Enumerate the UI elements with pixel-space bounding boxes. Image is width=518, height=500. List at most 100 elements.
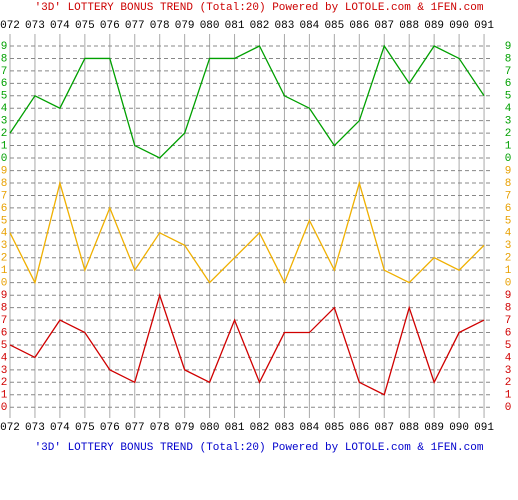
y-tick-label: 4 bbox=[1, 228, 8, 240]
y-tick-label: 0 bbox=[505, 402, 512, 414]
y-tick-label: 6 bbox=[505, 327, 512, 339]
x-tick-label: 072 bbox=[0, 20, 20, 32]
x-tick-label: 082 bbox=[250, 20, 270, 32]
y-tick-label: 6 bbox=[505, 203, 512, 215]
y-tick-label: 0 bbox=[1, 402, 8, 414]
x-tick-label: 091 bbox=[474, 422, 494, 434]
x-tick-label: 085 bbox=[324, 422, 344, 434]
y-tick-label: 8 bbox=[1, 178, 8, 190]
x-tick-label: 073 bbox=[25, 422, 45, 434]
y-tick-label: 5 bbox=[505, 215, 512, 227]
x-tick-label: 078 bbox=[150, 20, 170, 32]
x-tick-label: 076 bbox=[100, 422, 120, 434]
y-tick-label: 5 bbox=[505, 340, 512, 352]
y-tick-label: 1 bbox=[505, 265, 512, 277]
y-tick-label: 4 bbox=[505, 228, 512, 240]
y-tick-label: 2 bbox=[505, 128, 512, 140]
x-tick-label: 090 bbox=[449, 422, 469, 434]
y-tick-label: 2 bbox=[1, 253, 8, 265]
y-tick-label: 5 bbox=[1, 340, 8, 352]
y-tick-label: 5 bbox=[505, 91, 512, 103]
y-tick-label: 3 bbox=[505, 240, 512, 252]
y-tick-label: 7 bbox=[1, 66, 8, 78]
y-tick-label: 2 bbox=[1, 128, 8, 140]
x-tick-label: 082 bbox=[250, 422, 270, 434]
y-tick-label: 9 bbox=[505, 166, 512, 178]
x-tick-label: 077 bbox=[125, 20, 145, 32]
y-tick-label: 1 bbox=[505, 140, 512, 152]
y-tick-label: 1 bbox=[505, 390, 512, 402]
trend-line bbox=[9, 180, 485, 285]
trend-line bbox=[9, 44, 485, 159]
x-tick-label: 072 bbox=[0, 422, 20, 434]
chart-footer: '3D' LOTTERY BONUS TREND (Total:20) Powe… bbox=[35, 442, 484, 454]
x-tick-label: 075 bbox=[75, 422, 95, 434]
x-tick-label: 089 bbox=[424, 20, 444, 32]
x-tick-label: 090 bbox=[449, 20, 469, 32]
x-tick-label: 086 bbox=[349, 20, 369, 32]
y-tick-label: 6 bbox=[505, 78, 512, 90]
x-tick-label: 088 bbox=[399, 422, 419, 434]
y-tick-label: 9 bbox=[505, 41, 512, 53]
y-tick-label: 7 bbox=[1, 190, 8, 202]
y-tick-label: 8 bbox=[1, 303, 8, 315]
x-tick-label: 074 bbox=[50, 422, 70, 434]
x-tick-label: 073 bbox=[25, 20, 45, 32]
y-tick-label: 3 bbox=[505, 116, 512, 128]
y-tick-label: 9 bbox=[1, 41, 8, 53]
x-tick-label: 075 bbox=[75, 20, 95, 32]
y-tick-label: 0 bbox=[1, 278, 8, 290]
x-tick-label: 083 bbox=[275, 422, 295, 434]
x-tick-label: 083 bbox=[275, 20, 295, 32]
x-tick-label: 079 bbox=[175, 422, 195, 434]
y-tick-label: 5 bbox=[1, 215, 8, 227]
y-tick-label: 4 bbox=[1, 352, 8, 364]
y-tick-label: 1 bbox=[1, 140, 8, 152]
y-tick-label: 5 bbox=[1, 91, 8, 103]
x-tick-label: 084 bbox=[299, 20, 319, 32]
x-tick-label: 077 bbox=[125, 422, 145, 434]
x-tick-label: 076 bbox=[100, 20, 120, 32]
y-tick-label: 1 bbox=[1, 390, 8, 402]
x-tick-label: 081 bbox=[225, 20, 245, 32]
y-tick-label: 8 bbox=[505, 178, 512, 190]
y-tick-label: 4 bbox=[505, 352, 512, 364]
y-tick-label: 9 bbox=[1, 166, 8, 178]
x-tick-label: 088 bbox=[399, 20, 419, 32]
y-tick-label: 8 bbox=[1, 53, 8, 65]
y-tick-label: 3 bbox=[1, 365, 8, 377]
y-tick-label: 4 bbox=[1, 103, 8, 115]
x-tick-label: 080 bbox=[200, 20, 220, 32]
x-tick-label: 074 bbox=[50, 20, 70, 32]
x-tick-label: 079 bbox=[175, 20, 195, 32]
y-tick-label: 4 bbox=[505, 103, 512, 115]
chart-title: '3D' LOTTERY BONUS TREND (Total:20) Powe… bbox=[35, 2, 484, 14]
y-tick-label: 7 bbox=[505, 190, 512, 202]
y-tick-label: 6 bbox=[1, 203, 8, 215]
y-tick-label: 2 bbox=[505, 253, 512, 265]
y-tick-label: 8 bbox=[505, 303, 512, 315]
y-tick-label: 3 bbox=[505, 365, 512, 377]
y-tick-label: 0 bbox=[505, 153, 512, 165]
y-tick-label: 0 bbox=[1, 153, 8, 165]
y-tick-label: 6 bbox=[1, 78, 8, 90]
y-tick-label: 9 bbox=[1, 290, 8, 302]
y-tick-label: 0 bbox=[505, 278, 512, 290]
y-tick-label: 2 bbox=[505, 377, 512, 389]
y-tick-label: 3 bbox=[1, 116, 8, 128]
y-tick-label: 7 bbox=[505, 66, 512, 78]
y-tick-label: 9 bbox=[505, 290, 512, 302]
x-tick-label: 085 bbox=[324, 20, 344, 32]
x-tick-label: 091 bbox=[474, 20, 494, 32]
x-tick-label: 087 bbox=[374, 422, 394, 434]
x-tick-label: 089 bbox=[424, 422, 444, 434]
y-tick-label: 7 bbox=[505, 315, 512, 327]
x-tick-label: 086 bbox=[349, 422, 369, 434]
x-tick-label: 084 bbox=[299, 422, 319, 434]
y-tick-label: 1 bbox=[1, 265, 8, 277]
trend-line bbox=[9, 293, 485, 396]
x-tick-label: 081 bbox=[225, 422, 245, 434]
x-tick-label: 080 bbox=[200, 422, 220, 434]
x-tick-label: 078 bbox=[150, 422, 170, 434]
